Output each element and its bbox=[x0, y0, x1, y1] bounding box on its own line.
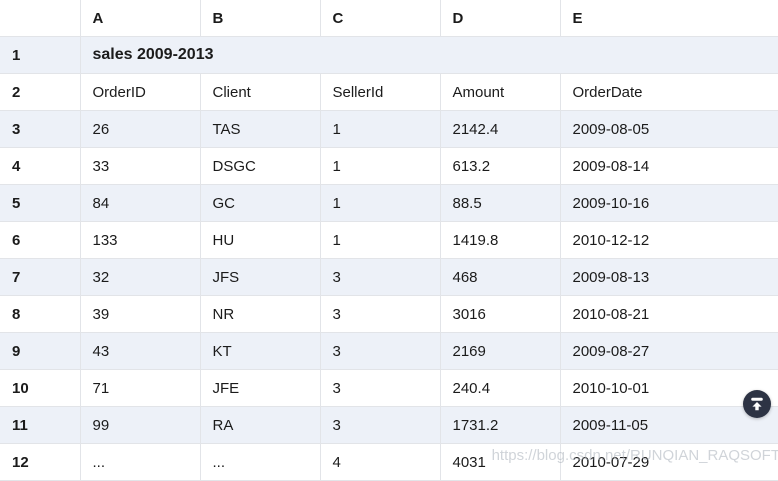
cell-e6: 2010-12-12 bbox=[560, 221, 778, 259]
corner-cell bbox=[0, 0, 81, 37]
cell-b3: TAS bbox=[200, 110, 321, 148]
cell-d7: 468 bbox=[440, 258, 561, 296]
row-number: 5 bbox=[0, 184, 81, 222]
cell-d2: Amount bbox=[440, 73, 561, 111]
cell-e7: 2009-08-13 bbox=[560, 258, 778, 296]
cell-b9: KT bbox=[200, 332, 321, 370]
col-header-e: E bbox=[560, 0, 778, 37]
cell-a7: 32 bbox=[80, 258, 201, 296]
cell-b5: GC bbox=[200, 184, 321, 222]
row-number: 7 bbox=[0, 258, 81, 296]
table-row-11: 11 99 RA 3 1731.2 2009-11-05 bbox=[0, 406, 778, 444]
row-number: 2 bbox=[0, 73, 81, 111]
cell-c9: 3 bbox=[320, 332, 441, 370]
cell-b2: Client bbox=[200, 73, 321, 111]
cell-d8: 3016 bbox=[440, 295, 561, 333]
cell-e5: 2009-10-16 bbox=[560, 184, 778, 222]
cell-e2: OrderDate bbox=[560, 73, 778, 111]
cell-a3: 26 bbox=[80, 110, 201, 148]
cell-c3: 1 bbox=[320, 110, 441, 148]
col-header-a: A bbox=[80, 0, 201, 37]
row-number: 4 bbox=[0, 147, 81, 185]
cell-b7: JFS bbox=[200, 258, 321, 296]
cell-e10: 2010-10-01 bbox=[560, 369, 778, 407]
cell-b10: JFE bbox=[200, 369, 321, 407]
table-row-9: 9 43 KT 3 2169 2009-08-27 bbox=[0, 332, 778, 370]
cell-a10: 71 bbox=[80, 369, 201, 407]
cell-b11: RA bbox=[200, 406, 321, 444]
cell-a5: 84 bbox=[80, 184, 201, 222]
cell-c10: 3 bbox=[320, 369, 441, 407]
table-row-3: 3 26 TAS 1 2142.4 2009-08-05 bbox=[0, 110, 778, 148]
cell-d11: 1731.2 bbox=[440, 406, 561, 444]
cell-e9: 2009-08-27 bbox=[560, 332, 778, 370]
row-number: 9 bbox=[0, 332, 81, 370]
cell-a9: 43 bbox=[80, 332, 201, 370]
cell-d9: 2169 bbox=[440, 332, 561, 370]
cell-c8: 3 bbox=[320, 295, 441, 333]
table-row-1: 1 sales 2009-2013 bbox=[0, 36, 778, 74]
table-row-5: 5 84 GC 1 88.5 2009-10-16 bbox=[0, 184, 778, 222]
cell-a4: 33 bbox=[80, 147, 201, 185]
cell-e4: 2009-08-14 bbox=[560, 147, 778, 185]
cell-d5: 88.5 bbox=[440, 184, 561, 222]
cell-e8: 2010-08-21 bbox=[560, 295, 778, 333]
cell-b8: NR bbox=[200, 295, 321, 333]
cell-b4: DSGC bbox=[200, 147, 321, 185]
col-header-b: B bbox=[200, 0, 321, 37]
cell-e11: 2009-11-05 bbox=[560, 406, 778, 444]
cell-a8: 39 bbox=[80, 295, 201, 333]
cell-d4: 613.2 bbox=[440, 147, 561, 185]
row-number: 1 bbox=[0, 36, 81, 74]
table-row-8: 8 39 NR 3 3016 2010-08-21 bbox=[0, 295, 778, 333]
table-row-6: 6 133 HU 1 1419.8 2010-12-12 bbox=[0, 221, 778, 259]
cell-c7: 3 bbox=[320, 258, 441, 296]
row-number: 6 bbox=[0, 221, 81, 259]
row-number: 8 bbox=[0, 295, 81, 333]
cell-c11: 3 bbox=[320, 406, 441, 444]
cell-a11: 99 bbox=[80, 406, 201, 444]
cell-e3: 2009-08-05 bbox=[560, 110, 778, 148]
cell-c2: SellerId bbox=[320, 73, 441, 111]
back-to-top-button[interactable] bbox=[743, 390, 771, 418]
cell-b6: HU bbox=[200, 221, 321, 259]
col-header-c: C bbox=[320, 0, 441, 37]
cell-a2: OrderID bbox=[80, 73, 201, 111]
cell-a6: 133 bbox=[80, 221, 201, 259]
table-row-7: 7 32 JFS 3 468 2009-08-13 bbox=[0, 258, 778, 296]
cell-d3: 2142.4 bbox=[440, 110, 561, 148]
cell-d10: 240.4 bbox=[440, 369, 561, 407]
table-row-10: 10 71 JFE 3 240.4 2010-10-01 bbox=[0, 369, 778, 407]
row-number: 10 bbox=[0, 369, 81, 407]
sheet-title-cell: sales 2009-2013 bbox=[80, 36, 778, 74]
column-header-row: A B C D E bbox=[0, 0, 778, 37]
col-header-d: D bbox=[440, 0, 561, 37]
table-row-2: 2 OrderID Client SellerId Amount OrderDa… bbox=[0, 73, 778, 111]
row-number: 3 bbox=[0, 110, 81, 148]
row-number: 11 bbox=[0, 406, 81, 444]
cell-c5: 1 bbox=[320, 184, 441, 222]
cell-d6: 1419.8 bbox=[440, 221, 561, 259]
cell-c4: 1 bbox=[320, 147, 441, 185]
arrow-up-to-line-icon bbox=[750, 397, 764, 411]
cell-c6: 1 bbox=[320, 221, 441, 259]
table-row-4: 4 33 DSGC 1 613.2 2009-08-14 bbox=[0, 147, 778, 185]
